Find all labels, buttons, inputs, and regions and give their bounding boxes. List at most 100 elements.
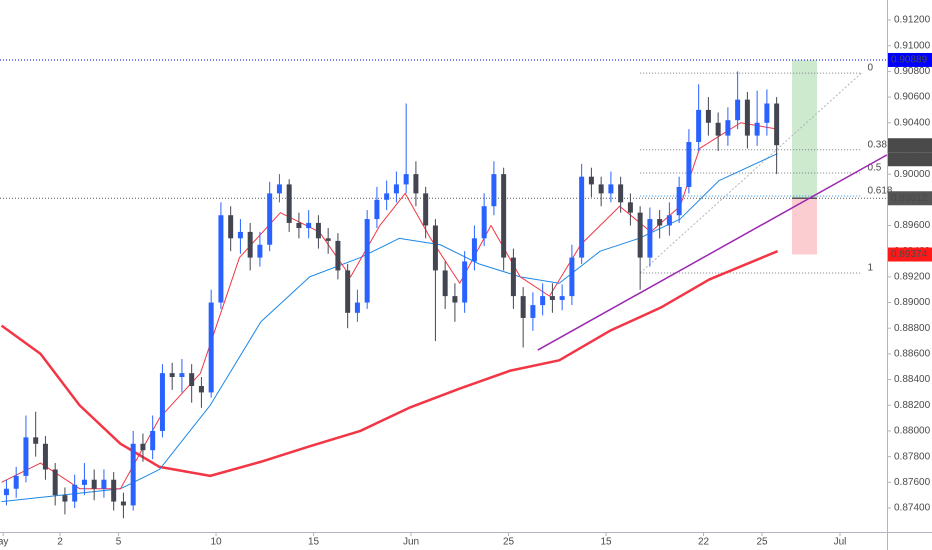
candle-body xyxy=(42,443,48,470)
candle-body xyxy=(101,479,107,489)
price-tag xyxy=(888,191,932,206)
fib-level-label: 0.5 xyxy=(867,163,881,174)
candle-body xyxy=(520,296,526,318)
y-tick-label: 0.90800 xyxy=(894,66,931,77)
candle-body xyxy=(686,142,692,187)
candle-body xyxy=(540,296,546,306)
candle-body xyxy=(627,202,633,213)
candle-body xyxy=(306,222,312,229)
candle-body xyxy=(559,296,565,300)
candle-body xyxy=(189,373,195,386)
candle-body xyxy=(462,261,468,303)
price-tag xyxy=(888,138,932,153)
candle-body xyxy=(208,302,214,393)
candle-body xyxy=(657,219,663,226)
candle-body xyxy=(588,176,594,185)
x-tick-label: 10 xyxy=(210,537,222,548)
candle-body xyxy=(267,193,273,245)
stop-loss-zone xyxy=(792,198,817,255)
candle-body xyxy=(140,443,146,451)
candle-body xyxy=(774,103,780,146)
price-tag xyxy=(888,52,932,67)
candle-body xyxy=(647,219,653,258)
candle-body xyxy=(452,296,458,303)
moving-average xyxy=(0,250,779,478)
price-tag xyxy=(888,247,932,262)
candle-body xyxy=(179,373,185,378)
candle-body xyxy=(676,186,682,216)
y-tick-label: 0.90400 xyxy=(894,117,931,128)
y-tick-label: 0.88800 xyxy=(894,323,931,334)
candle-body xyxy=(510,257,516,297)
candle-body xyxy=(52,469,58,496)
y-tick-label: 0.87600 xyxy=(894,477,931,488)
candle-body xyxy=(296,222,302,229)
y-tick-label: 0.89000 xyxy=(894,297,931,308)
y-tick-label: 0.91200 xyxy=(894,15,931,26)
candle-body xyxy=(3,488,9,496)
fib-level-label: 1 xyxy=(867,263,873,274)
candle-body xyxy=(374,199,380,220)
candle-body xyxy=(569,257,575,297)
candle-body xyxy=(218,215,224,303)
candle-body xyxy=(237,231,243,239)
candle-body xyxy=(354,302,360,313)
candle-body xyxy=(81,479,87,485)
candle-body xyxy=(345,270,351,313)
candle-body xyxy=(23,437,29,476)
y-tick-label: 0.88400 xyxy=(894,374,931,385)
candle-body xyxy=(666,215,672,226)
candle-body xyxy=(744,99,750,136)
candle-body xyxy=(276,184,282,194)
y-tick-label: 0.91000 xyxy=(894,40,931,51)
x-tick-label: 2 xyxy=(57,537,63,548)
candle-body xyxy=(364,219,370,303)
candle-body xyxy=(13,475,19,489)
fib-level-label: 0.618 xyxy=(867,186,892,197)
candle-body xyxy=(715,122,721,136)
y-tick-label: 0.88200 xyxy=(894,400,931,411)
candle-body xyxy=(764,103,770,123)
candle-body xyxy=(618,184,624,203)
candle-body xyxy=(257,244,263,258)
take-profit-zone xyxy=(792,59,817,199)
candle-body xyxy=(637,212,643,258)
candle-body xyxy=(549,296,555,300)
candle-body xyxy=(228,215,234,239)
candle-body xyxy=(696,109,702,143)
candle-body xyxy=(315,222,321,239)
candle-body xyxy=(286,184,292,223)
candle-body xyxy=(403,174,409,185)
candle-body xyxy=(491,174,497,207)
candle-body xyxy=(608,184,614,194)
y-tick-label: 0.89200 xyxy=(894,271,931,282)
x-tick-label: Jul xyxy=(834,537,847,548)
y-tick-label: 0.87400 xyxy=(894,503,931,514)
candle-body xyxy=(725,120,731,136)
price-tag-label: 0.89812 xyxy=(891,193,928,204)
y-tick-label: 0.88600 xyxy=(894,349,931,360)
candle-body xyxy=(598,184,604,194)
fib-level-label: 0.38 xyxy=(867,139,887,150)
candle-body xyxy=(120,501,126,506)
y-tick-label: 0.90600 xyxy=(894,92,931,103)
countdown: 03:51:57 xyxy=(891,154,930,165)
y-tick-label: 0.90000 xyxy=(894,169,931,180)
candle-body xyxy=(130,443,136,506)
candle-body xyxy=(169,373,175,378)
candle-body xyxy=(335,240,341,271)
countdown-box xyxy=(888,152,932,167)
y-tick-label: 0.88000 xyxy=(894,426,931,437)
candle-body xyxy=(384,193,390,200)
candle-body xyxy=(111,479,117,502)
moving-average xyxy=(1,153,778,503)
candle-body xyxy=(33,437,39,444)
candle-body xyxy=(501,174,507,258)
trendline xyxy=(537,154,888,351)
x-tick-label: Jun xyxy=(403,537,419,548)
candle-body xyxy=(413,174,419,194)
candle-body xyxy=(393,184,399,194)
candle-body xyxy=(247,231,253,258)
price-tag-label: 0.90889 xyxy=(891,55,928,66)
